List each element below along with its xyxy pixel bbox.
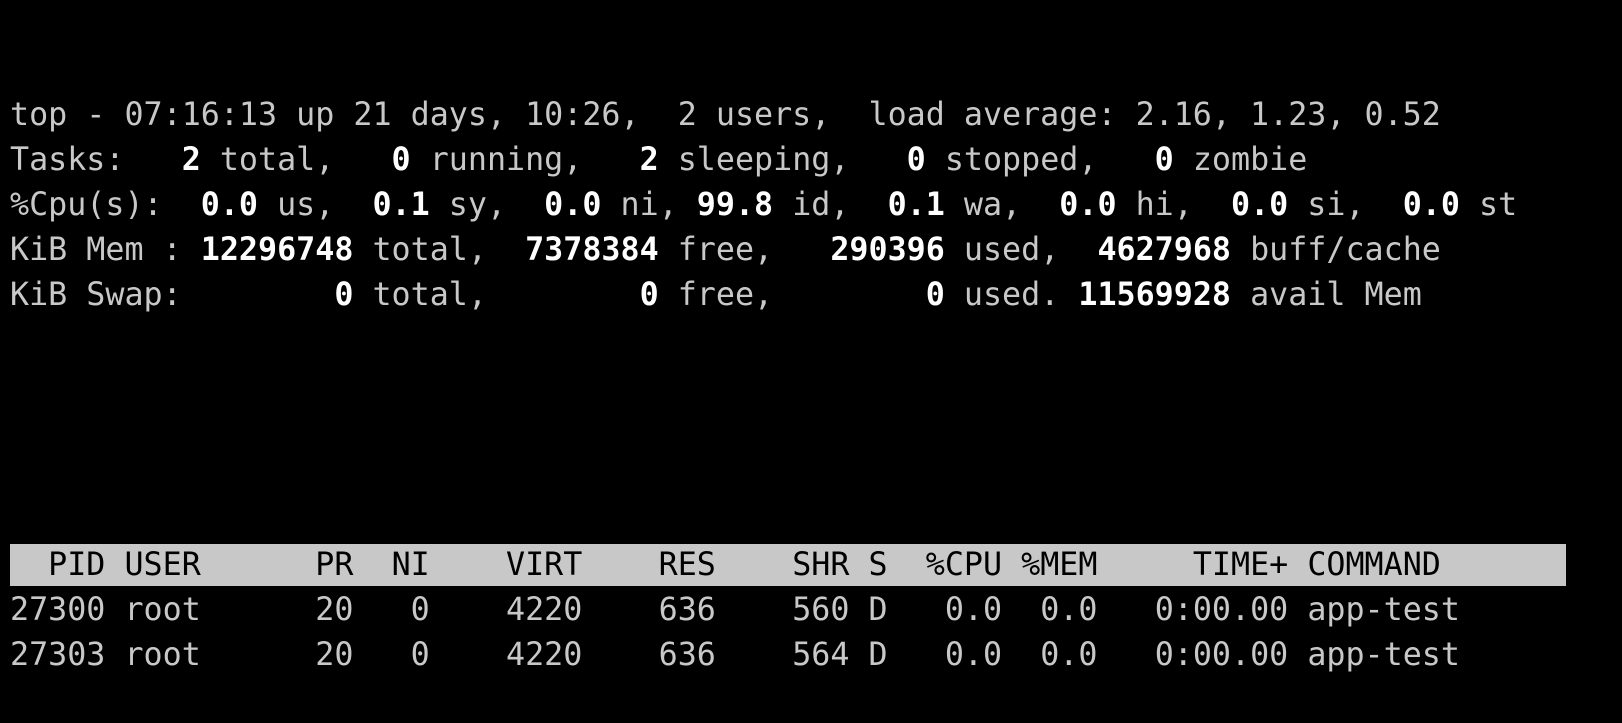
table-cell: root <box>124 637 201 673</box>
stat-value: 12296748 <box>181 232 354 268</box>
cpu-line: %Cpu(s): 0.0 us, 0.1 sy, 0.0 ni, 99.8 id… <box>10 183 1566 228</box>
stat-label: %Cpu(s): <box>10 187 163 223</box>
table-row[interactable]: 27303 root 20 0 4220 636 564 D 0.0 0.0 0… <box>10 633 1566 678</box>
stat-value: 0 <box>1097 142 1174 178</box>
stat-label: si, <box>1288 187 1365 223</box>
table-cell: D <box>868 637 888 673</box>
top-summary: top - 07:16:13 up 21 days, 10:26, 2 user… <box>10 93 1566 318</box>
column-header[interactable]: SHR <box>792 547 850 583</box>
table-cell: 27300 <box>10 592 106 628</box>
table-cell: 0.0 <box>944 637 1003 673</box>
stat-label: sleeping, <box>658 142 850 178</box>
stat-label: KiB Swap: <box>10 277 182 313</box>
stat-label: total, <box>200 142 335 178</box>
column-header[interactable]: RES <box>658 547 716 583</box>
stat-value: 0.1 <box>849 187 945 223</box>
stat-value: 0 <box>486 277 659 313</box>
column-header[interactable]: %CPU <box>925 547 1003 583</box>
stat-value: 99.8 <box>677 187 774 223</box>
stat-label: zombie <box>1173 142 1308 178</box>
stat-value: 290396 <box>773 232 945 268</box>
stat-value: 0.1 <box>334 187 430 223</box>
table-cell: 0 <box>410 637 430 673</box>
table-cell: 560 <box>792 592 850 628</box>
table-cell: 4220 <box>506 637 583 673</box>
column-header[interactable]: NI <box>391 547 430 583</box>
stat-value: 0 <box>334 142 411 178</box>
column-header[interactable]: COMMAND <box>1307 547 1441 583</box>
table-cell: 636 <box>658 592 716 628</box>
stat-value: 11569928 <box>1059 277 1231 313</box>
table-cell: 0 <box>410 592 430 628</box>
stat-label: stopped, <box>925 142 1098 178</box>
mem-line: KiB Mem : 12296748 total, 7378384 free, … <box>10 228 1566 273</box>
stat-label: Tasks: <box>10 142 125 178</box>
stat-label: free, <box>658 277 774 313</box>
table-cell: 0:00.00 <box>1154 637 1289 673</box>
stat-label: used, <box>944 232 1060 268</box>
table-cell: 0.0 <box>1040 592 1098 628</box>
swap-line: KiB Swap: 0 total, 0 free, 0 used. 11569… <box>10 273 1566 318</box>
column-header[interactable]: TIME+ <box>1192 547 1289 583</box>
stat-label: hi, <box>1116 187 1193 223</box>
stat-label: wa, <box>944 187 1022 223</box>
stat-label: total, <box>353 277 487 313</box>
stat-label: used. <box>944 277 1060 313</box>
stat-value: 0.0 <box>1364 187 1460 223</box>
table-cell: 0.0 <box>1040 637 1098 673</box>
terminal-output: top - 07:16:13 up 21 days, 10:26, 2 user… <box>10 3 1566 723</box>
column-header[interactable]: S <box>868 547 888 583</box>
column-header[interactable]: %MEM <box>1021 547 1098 583</box>
table-cell: root <box>124 592 201 628</box>
table-cell: 20 <box>315 592 354 628</box>
column-header[interactable]: USER <box>124 547 201 583</box>
stat-label: avail Mem <box>1231 277 1422 313</box>
table-cell: 0:00.00 <box>1154 592 1289 628</box>
stat-value: 0.0 <box>1192 187 1289 223</box>
table-cell: 564 <box>792 637 850 673</box>
stat-value: 0 <box>773 277 945 313</box>
stat-value: 2 <box>124 142 201 178</box>
stat-value: 7378384 <box>486 232 659 268</box>
stat-value: 0.0 <box>506 187 602 223</box>
column-header[interactable]: VIRT <box>506 547 583 583</box>
stat-value: 0 <box>181 277 354 313</box>
stat-label: us, <box>258 187 335 223</box>
column-header[interactable]: PID <box>48 547 106 583</box>
stat-value: 4627968 <box>1059 232 1231 268</box>
stat-label: KiB Mem : <box>10 232 182 268</box>
table-cell: app-test <box>1307 637 1460 673</box>
stat-label: buff/cache <box>1231 232 1441 268</box>
table-cell: 636 <box>658 637 716 673</box>
stat-label: top - 07:16:13 up 21 days, 10:26, 2 user… <box>10 97 1441 133</box>
stat-value: 0 <box>849 142 926 178</box>
blank-line <box>10 408 1566 453</box>
stat-value: 0.0 <box>1021 187 1117 223</box>
stat-label: running, <box>410 142 583 178</box>
table-row[interactable]: 27300 root 20 0 4220 636 560 D 0.0 0.0 0… <box>10 588 1566 633</box>
process-table: PID USER PR NI VIRT RES SHR S %CPU %MEM … <box>10 544 1566 678</box>
column-header[interactable]: PR <box>315 547 354 583</box>
stat-label: st <box>1459 187 1518 223</box>
table-cell: 0.0 <box>944 592 1003 628</box>
stat-value: 0.0 <box>162 187 259 223</box>
table-cell: 20 <box>315 637 354 673</box>
stat-label: total, <box>353 232 487 268</box>
table-cell: D <box>868 592 888 628</box>
uptime-line: top - 07:16:13 up 21 days, 10:26, 2 user… <box>10 93 1566 138</box>
table-cell: app-test <box>1307 592 1460 628</box>
table-header: PID USER PR NI VIRT RES SHR S %CPU %MEM … <box>10 544 1566 586</box>
stat-value: 2 <box>582 142 659 178</box>
stat-label: ni, <box>601 187 678 223</box>
tasks-line: Tasks: 2 total, 0 running, 2 sleeping, 0… <box>10 138 1566 183</box>
stat-label: free, <box>658 232 774 268</box>
table-cell: 27303 <box>10 637 106 673</box>
stat-label: id, <box>773 187 850 223</box>
table-cell: 4220 <box>506 592 583 628</box>
stat-label: sy, <box>429 187 507 223</box>
